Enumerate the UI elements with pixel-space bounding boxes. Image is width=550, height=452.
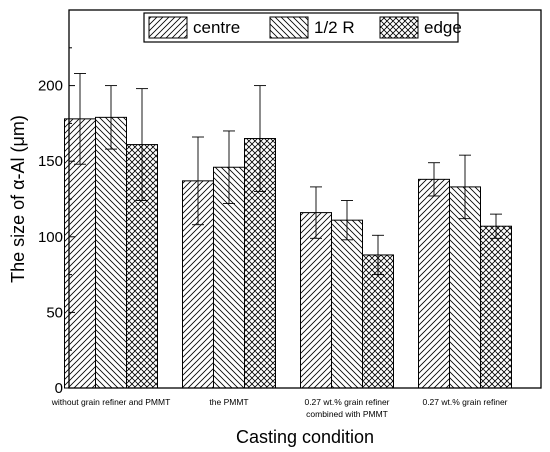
bar-1-2-r-3 [331,219,363,389]
x-category-label: without grain refiner and PMMT [51,397,171,407]
legend-label: 1/2 R [314,18,355,37]
y-tick-label: 50 [46,304,63,321]
bar-1-2-r-4 [449,186,481,389]
bar-1-2-r-1 [95,116,127,389]
legend: centre 1/2 R edge [143,12,462,43]
y-tick-label: 100 [38,229,63,246]
bar-centre-4 [418,178,450,389]
x-category-label: 0.27 wt.% grain refiner [422,397,507,407]
legend-label: edge [424,18,462,37]
bar-edge-3 [362,254,394,389]
legend-swatch [379,16,419,39]
x-category-label: combined with PMMT [306,409,388,419]
error-bars-group [74,73,502,276]
y-tick-label: 150 [38,153,63,170]
x-category-label: 0.27 wt.% grain refiner [304,397,389,407]
bars-group [64,116,512,389]
x-axis-label: Casting condition [236,427,374,447]
y-axis: 0 50 100 150 200 [38,47,75,397]
y-tick-label: 0 [55,380,63,397]
legend-swatch [269,16,309,39]
legend-swatch [148,16,188,39]
x-category-label: the PMMT [209,397,248,407]
bar-edge-4 [480,225,512,389]
y-tick-label: 200 [38,78,63,95]
bar-centre-3 [300,212,332,389]
legend-label: centre [193,18,240,37]
x-axis-category-labels: without grain refiner and PMMT the PMMT 0.… [51,397,508,419]
y-axis-label: The size of α-Al (μm) [8,115,28,283]
